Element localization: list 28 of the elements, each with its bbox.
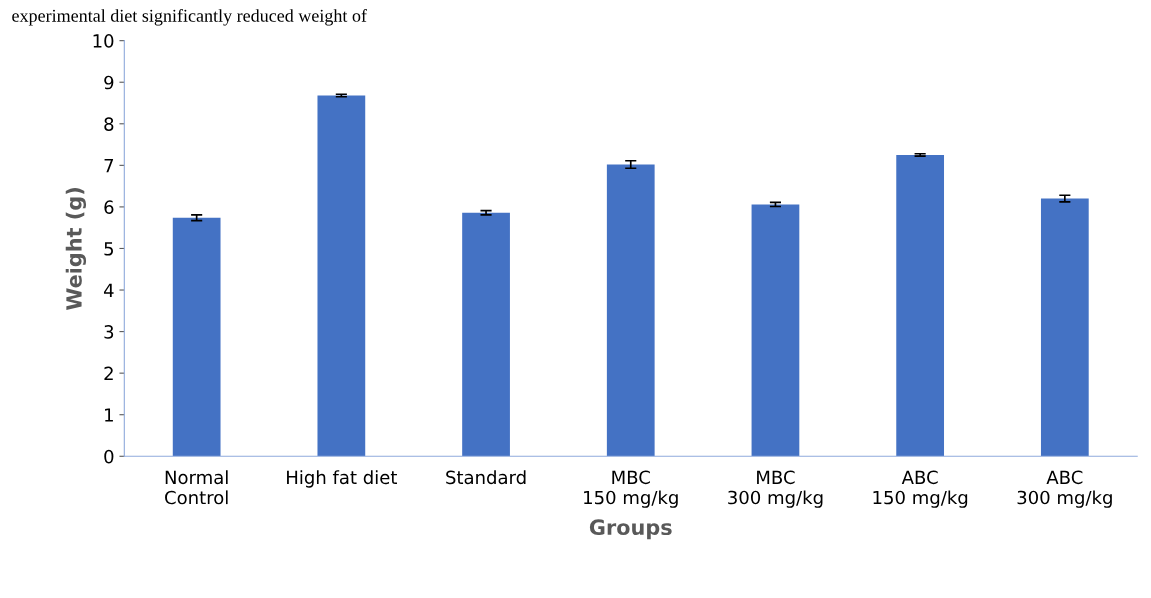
y-tick-label: 6 — [104, 200, 114, 215]
y-tick-label: 4 — [103, 283, 114, 297]
x-tick-label: MBC 300 mg/kg — [728, 470, 823, 508]
y-tick-label: 9 — [104, 75, 114, 90]
y-tick-label: 5 — [104, 242, 114, 256]
y-tick-label: 2 — [104, 366, 113, 381]
x-tick-label: High fat diet — [287, 470, 397, 488]
bar — [1040, 198, 1089, 457]
x-axis-title: Groups — [589, 519, 672, 540]
y-tick-label: 10 — [93, 34, 114, 48]
y-tick-label: 8 — [104, 117, 114, 131]
bar — [751, 204, 800, 457]
text: experimental diet significantly reduced weight of — [12, 8, 367, 26]
y-tick-label: 0 — [104, 449, 114, 464]
bar — [462, 212, 510, 457]
bar — [317, 95, 366, 457]
x-tick-label: ABC 300 mg/kg — [1017, 470, 1112, 508]
bar — [172, 217, 221, 457]
bar — [606, 164, 655, 457]
y-tick-label: 1 — [105, 408, 113, 422]
x-tick-label: Normal Control — [165, 470, 228, 505]
y-tick-label: 3 — [104, 325, 114, 339]
x-tick-label: MBC 150 mg/kg — [584, 470, 678, 508]
bar — [896, 154, 945, 457]
x-tick-label: Standard — [446, 470, 526, 485]
y-tick-label: 7 — [104, 159, 114, 173]
y-axis-title: Weight (g) — [65, 188, 87, 311]
x-tick-label: ABC 150 mg/kg — [873, 470, 968, 508]
